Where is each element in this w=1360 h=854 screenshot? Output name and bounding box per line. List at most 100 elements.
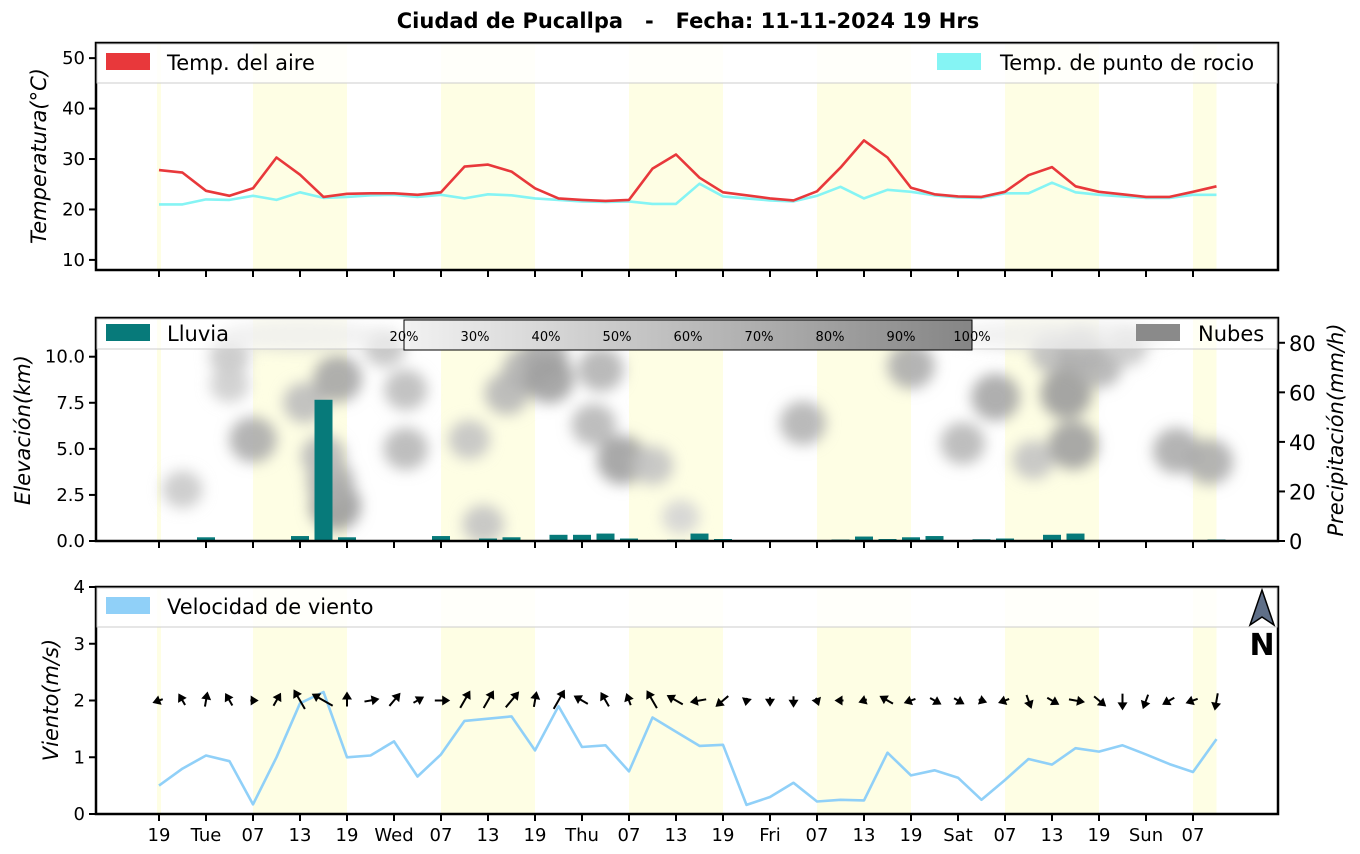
wind-arrow-head [1185,695,1195,706]
wind-arrow-shaft [929,697,936,702]
x-tick-label: 19 [524,825,547,846]
wind-arrow [1024,694,1034,709]
rain-bar [549,534,568,541]
wind-arrow-head [955,695,965,705]
rain-bar [291,536,309,541]
cloud-blob [1185,438,1234,485]
precipitation-frame [94,316,1280,543]
wind-legend: Velocidad de viento [96,587,1278,628]
wind-arrow-shaft [696,698,707,702]
wind-arrow [342,691,352,707]
wind-arrow-head [600,691,609,702]
x-tick-label: Thu [564,825,599,846]
wind-arrow-head [689,695,699,706]
cloud-blob [162,470,203,509]
wind-arrow [600,691,610,707]
legend-swatch-rain [106,324,150,341]
wind-arrow [689,695,707,706]
wind-arrow-head [765,698,775,707]
x-tick-label: 07 [618,825,641,846]
wind-arrow [624,692,634,706]
wind-arrow-head [932,696,942,705]
x-tick-label: 13 [665,825,688,846]
wind-arrow-head [788,699,799,708]
x-tick-label: 19 [900,825,923,846]
wind-arrow [977,695,988,705]
wind-arrow-head [1024,699,1034,709]
x-tick-label: 19 [336,825,359,846]
wind-arrow-head [1211,701,1222,711]
wind-arrow-head [293,689,302,699]
wind-arrow-head [556,689,566,700]
precipitation-y-ticks: 0 20 40 60 80 [1278,332,1316,554]
wind-arrow-shaft [1093,695,1102,703]
precipitation-legend: Lluvia Nubes 20% 30% 40% 50% 60% 70% 80% 90% 100… [96,318,1278,351]
cloud-blob [571,403,617,447]
wind-arrow [646,690,658,709]
wind-x-ticks [158,814,1194,821]
wind-arrow [765,697,775,707]
wind-arrow [552,689,566,710]
legend-swatch-wind [106,597,150,614]
north-label: N [1249,628,1274,663]
x-tick-label: 07 [242,825,265,846]
wind-arrow-head [224,692,234,703]
wind-arrow-head [461,690,471,700]
colorbar-label: 80% [816,330,845,345]
y-tick-label: 30 [62,149,85,170]
wind-arrow [998,695,1010,705]
colorbar-label: 30% [461,330,490,345]
wind-arrow [178,693,187,706]
x-tick-label: 07 [994,825,1017,846]
cloud-blob [1040,368,1092,419]
wind-legend-box [96,587,1278,628]
wind-arrow [666,694,684,706]
wind-arrow [364,695,380,706]
wind-arrow-shaft [1167,696,1175,703]
wind-panel: 0 1 2 3 4 19 Tue 07 13 19 Wed 07 13 19 Thu 07 13 19 Fri 07… [39,577,1280,846]
wind-arrow-shaft [1144,694,1150,703]
y-tick-label: 2.5 [56,485,85,506]
day-band [1193,43,1217,270]
wind-arrow-head [201,691,212,701]
wind-y-ticks: 0 1 2 3 4 [74,577,96,825]
wind-arrow [811,696,821,707]
day-band [1193,318,1217,541]
x-tick-label: 19 [148,825,171,846]
colorbar-label: 70% [745,330,774,345]
cloud-blob [383,427,429,471]
wind-arrow-head [152,695,162,705]
cloud-blob [887,343,935,389]
wind-arrow-shaft [532,697,537,708]
wind-arrow-shaft [482,695,492,709]
wind-arrow-head [272,692,282,703]
wind-arrow [903,695,916,706]
rain-bar [432,536,450,541]
cloud-blob [661,499,700,535]
rain-bar [1043,534,1061,541]
temperature-lines [158,139,1217,206]
cloud-colorbar [403,319,973,351]
wind-arrow-shaft [1214,693,1219,704]
y-tick-label: 4 [74,577,85,598]
wind-arrow-head [1096,697,1107,707]
y-tick-label: 10.0 [45,347,85,368]
cloud-blob [462,504,505,541]
rain-bar [596,533,615,541]
wind-arrow-shaft [459,696,468,709]
wind-arrow [1117,693,1128,711]
wind-arrow [482,690,495,709]
cloud-blob [631,445,674,486]
wind-arrow [573,695,589,705]
cloud-blob [940,422,985,465]
wind-arrow-head [834,695,843,706]
wind-arrow [388,692,401,707]
cloud-blob [524,354,575,404]
wind-arrow [201,691,212,707]
wind-arrow [311,693,334,707]
wind-arrow [834,695,844,706]
wind-arrow-head [1117,702,1128,711]
wind-arrow [459,690,471,709]
legend-swatch-clouds [1136,324,1180,341]
